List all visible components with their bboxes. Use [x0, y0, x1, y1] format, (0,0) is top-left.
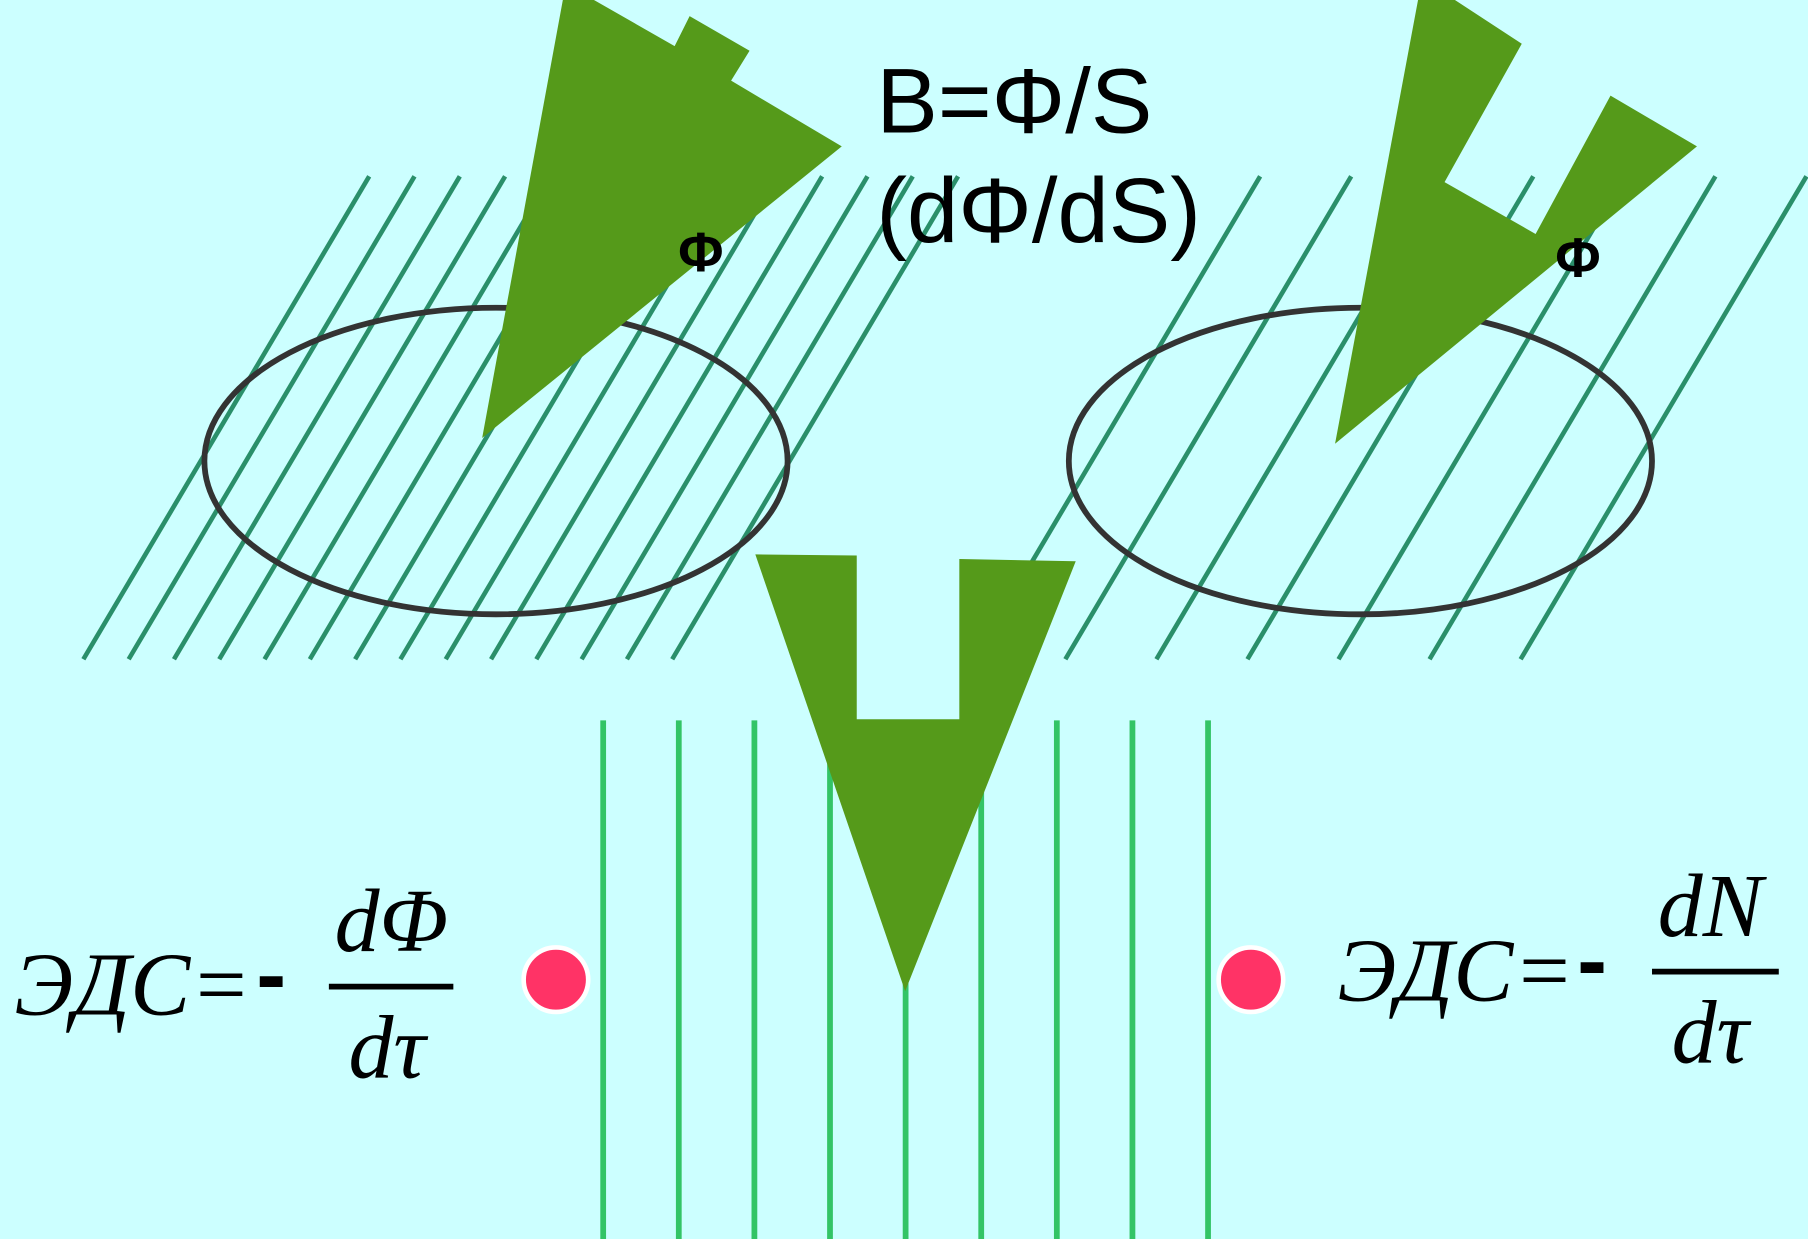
- flux-label: Φ: [678, 221, 723, 283]
- denominator: dτ: [348, 999, 428, 1098]
- numerator: dΦ: [335, 872, 448, 971]
- equation-lhs: ЭДС=: [1337, 921, 1574, 1020]
- numerator: dN: [1658, 857, 1768, 956]
- equation-sign: -: [256, 925, 286, 1025]
- diagram: B=Φ/S (dΦ/dS) Φ Φ ЭДС= - dΦ dτ ЭДС= - dN…: [0, 0, 1808, 1239]
- dot: [1219, 947, 1284, 1012]
- equation-sign: -: [1577, 911, 1607, 1011]
- formula: B=Φ/S: [876, 50, 1152, 153]
- denominator: dτ: [1672, 984, 1752, 1083]
- formula: (dΦ/dS): [876, 159, 1201, 262]
- flux-label: Φ: [1555, 227, 1600, 289]
- page: B=Φ/S (dΦ/dS) Φ Φ ЭДС= - dΦ dτ ЭДС= - dN…: [0, 0, 1808, 1239]
- dot: [524, 947, 589, 1012]
- equation-lhs: ЭДС=: [14, 935, 251, 1034]
